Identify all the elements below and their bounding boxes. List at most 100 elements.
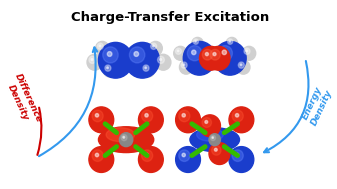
Circle shape <box>145 153 148 157</box>
Circle shape <box>103 47 118 63</box>
Circle shape <box>143 65 149 71</box>
Circle shape <box>246 50 248 52</box>
Circle shape <box>200 46 222 70</box>
Circle shape <box>142 150 153 161</box>
Circle shape <box>240 64 242 66</box>
Circle shape <box>200 115 220 137</box>
Circle shape <box>235 114 239 117</box>
Circle shape <box>151 43 157 49</box>
Circle shape <box>105 65 111 71</box>
Circle shape <box>235 153 239 157</box>
Ellipse shape <box>190 128 240 152</box>
Circle shape <box>89 147 114 172</box>
Circle shape <box>193 39 198 44</box>
Text: Charge-Transfer Excitation: Charge-Transfer Excitation <box>71 11 269 24</box>
Circle shape <box>157 56 164 64</box>
Circle shape <box>218 46 233 61</box>
Circle shape <box>226 37 238 49</box>
Ellipse shape <box>98 127 154 153</box>
Circle shape <box>209 134 220 146</box>
Circle shape <box>98 42 133 78</box>
Circle shape <box>97 43 103 49</box>
Circle shape <box>142 110 153 122</box>
Circle shape <box>210 49 220 60</box>
Circle shape <box>187 46 202 61</box>
Circle shape <box>212 145 221 155</box>
Circle shape <box>205 53 209 56</box>
Circle shape <box>103 63 117 77</box>
Text: Energy
Density: Energy Density <box>300 83 334 126</box>
Circle shape <box>180 60 193 74</box>
Circle shape <box>207 46 230 70</box>
Circle shape <box>92 110 103 122</box>
Circle shape <box>242 46 256 60</box>
Circle shape <box>89 107 114 133</box>
Circle shape <box>214 41 246 75</box>
Ellipse shape <box>106 128 135 142</box>
Circle shape <box>176 48 181 54</box>
Circle shape <box>182 114 185 117</box>
Circle shape <box>99 45 101 47</box>
Ellipse shape <box>196 128 223 141</box>
Circle shape <box>202 118 212 127</box>
Circle shape <box>205 120 208 123</box>
Circle shape <box>87 54 102 70</box>
Circle shape <box>141 63 155 77</box>
Circle shape <box>182 153 185 157</box>
Circle shape <box>89 56 96 64</box>
Circle shape <box>152 45 154 47</box>
Circle shape <box>95 153 99 157</box>
Circle shape <box>183 64 185 66</box>
Circle shape <box>145 114 148 117</box>
Circle shape <box>176 147 201 172</box>
Circle shape <box>149 41 162 55</box>
Circle shape <box>92 150 103 161</box>
Circle shape <box>159 58 162 60</box>
Circle shape <box>213 53 216 56</box>
Circle shape <box>229 40 231 42</box>
Circle shape <box>134 52 139 56</box>
Circle shape <box>202 49 213 60</box>
Circle shape <box>95 114 99 117</box>
Circle shape <box>181 62 187 68</box>
Circle shape <box>96 41 109 55</box>
Circle shape <box>139 147 163 172</box>
Circle shape <box>209 143 230 164</box>
Circle shape <box>192 50 196 55</box>
Circle shape <box>179 150 190 161</box>
Circle shape <box>237 60 250 74</box>
Circle shape <box>91 58 93 60</box>
Circle shape <box>244 48 250 54</box>
Circle shape <box>125 42 159 78</box>
Circle shape <box>123 136 125 138</box>
Circle shape <box>238 62 244 68</box>
Circle shape <box>107 52 112 56</box>
Circle shape <box>139 107 163 133</box>
Circle shape <box>119 133 133 147</box>
Circle shape <box>129 47 145 63</box>
Circle shape <box>229 147 254 172</box>
Circle shape <box>232 110 243 122</box>
Circle shape <box>229 107 254 133</box>
Circle shape <box>156 54 171 70</box>
Circle shape <box>176 107 201 133</box>
Circle shape <box>227 39 233 44</box>
Circle shape <box>177 50 179 52</box>
Circle shape <box>222 50 226 55</box>
Circle shape <box>121 134 127 141</box>
Circle shape <box>214 148 217 151</box>
Circle shape <box>179 110 190 122</box>
Circle shape <box>210 135 216 141</box>
Circle shape <box>183 41 216 75</box>
Circle shape <box>192 37 203 49</box>
FancyArrowPatch shape <box>39 47 97 156</box>
FancyArrowPatch shape <box>37 108 41 155</box>
Circle shape <box>195 40 196 42</box>
Circle shape <box>232 150 243 161</box>
Circle shape <box>145 67 147 69</box>
Circle shape <box>174 46 187 60</box>
Circle shape <box>106 67 109 69</box>
Circle shape <box>212 137 213 138</box>
FancyArrowPatch shape <box>264 61 308 152</box>
Text: Difference
Density: Difference Density <box>3 72 43 128</box>
